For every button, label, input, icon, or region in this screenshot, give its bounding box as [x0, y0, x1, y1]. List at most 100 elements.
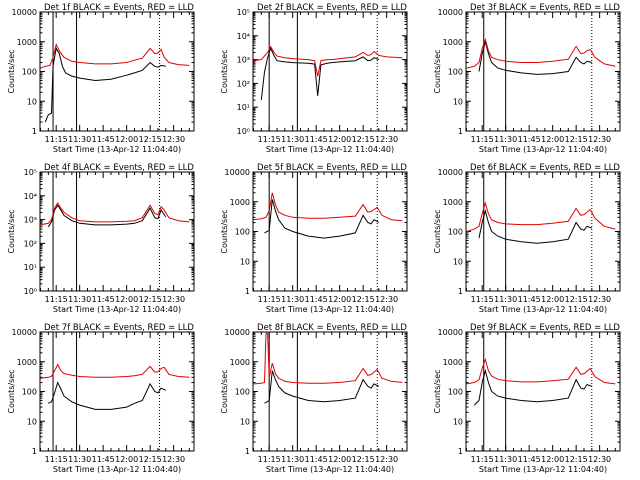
series-events-line: [264, 199, 380, 239]
x-tick-label: 12:30: [375, 295, 398, 304]
y-tick-label: 10⁴: [24, 192, 37, 201]
y-tick-label: 10³: [24, 216, 37, 225]
x-tick-label: 12:00: [328, 295, 351, 304]
x-tick-label: 11:45: [305, 455, 328, 464]
x-tick-label: 12:00: [541, 455, 564, 464]
panel-4: Det 4f BLACK = Events, RED = LLD 10⁰ 10¹ 10…: [7, 163, 195, 314]
x-tick-label: 12:30: [162, 135, 185, 144]
x-tick-label: 12:15: [352, 455, 375, 464]
x-axis-label: Start Time (13-Apr-12 11:04:40): [266, 305, 394, 314]
x-tick-label: 12:30: [375, 135, 398, 144]
x-tick-label: 12:00: [115, 135, 138, 144]
series-lld-line: [253, 332, 403, 385]
y-axis-label: Counts/sec: [433, 369, 442, 413]
y-tick-label: 100: [22, 68, 37, 77]
plot-frame: [465, 11, 621, 132]
x-tick-label: 12:15: [565, 135, 588, 144]
y-tick-label: 10: [27, 417, 37, 426]
y-tick-label: 10¹: [237, 103, 250, 112]
y-tick-label: 10000: [438, 328, 463, 337]
y-tick-label: 1000: [230, 358, 250, 367]
y-tick-label: 100: [22, 388, 37, 397]
x-tick-label: 12:15: [139, 455, 162, 464]
x-tick-label: 11:45: [518, 455, 541, 464]
y-tick-label: 10: [453, 97, 463, 106]
x-tick-label: 12:00: [115, 295, 138, 304]
plot-frame: [252, 171, 408, 292]
x-tick-label: 11:45: [305, 135, 328, 144]
panel-9: Det 9f BLACK = Events, RED = LLD 1 10 100 10…: [433, 323, 621, 474]
series-lld-line: [466, 37, 616, 69]
y-tick-label: 1000: [443, 198, 463, 207]
y-tick-label: 10¹: [24, 263, 37, 272]
x-tick-label: 11:30: [281, 135, 304, 144]
series-events-line: [264, 370, 380, 404]
panel-1: Det 1f BLACK = Events, RED = LLD 1 10 100 10…: [7, 3, 195, 154]
x-tick-label: 11:30: [494, 455, 517, 464]
x-tick-label: 11:45: [92, 295, 115, 304]
y-tick-label: 10⁰: [237, 127, 250, 136]
series-lld-line: [253, 45, 403, 77]
panel-title: Det 1f BLACK = Events, RED = LLD: [44, 3, 194, 13]
plot-frame: [465, 171, 621, 292]
panel-5: Det 5f BLACK = Events, RED = LLD 1 10 100 10…: [220, 163, 408, 314]
y-tick-label: 10⁰: [24, 287, 37, 296]
panel-title: Det 3f BLACK = Events, RED = LLD: [470, 3, 620, 13]
x-axis-label: Start Time (13-Apr-12 11:04:40): [266, 465, 394, 474]
x-tick-label: 11:15: [258, 135, 281, 144]
x-tick-label: 12:00: [541, 295, 564, 304]
x-tick-label: 11:15: [45, 135, 68, 144]
y-tick-label: 10: [453, 257, 463, 266]
y-tick-label: 10: [27, 97, 37, 106]
x-tick-label: 11:15: [45, 295, 68, 304]
y-axis-label: Counts/sec: [7, 49, 16, 93]
x-tick-label: 11:45: [518, 135, 541, 144]
panel-title: Det 9f BLACK = Events, RED = LLD: [470, 323, 620, 333]
y-tick-label: 1: [458, 287, 463, 296]
series-events-line: [260, 46, 379, 101]
x-tick-label: 12:00: [328, 135, 351, 144]
x-tick-label: 12:15: [565, 295, 588, 304]
x-tick-label: 11:15: [471, 135, 494, 144]
x-tick-label: 12:30: [588, 455, 611, 464]
x-tick-label: 11:30: [494, 295, 517, 304]
y-axis-label: Counts/sec: [220, 369, 229, 413]
x-tick-label: 12:00: [541, 135, 564, 144]
x-tick-label: 12:15: [352, 135, 375, 144]
panel-2: Det 2f BLACK = Events, RED = LLD 10⁰ 10¹ 10…: [220, 3, 408, 154]
x-tick-label: 12:00: [328, 455, 351, 464]
y-tick-label: 1: [458, 127, 463, 136]
plot-frame: [465, 331, 621, 452]
plot-frame: [252, 11, 408, 132]
x-tick-label: 11:15: [258, 295, 281, 304]
y-tick-label: 10: [453, 417, 463, 426]
series-events-line: [47, 204, 167, 228]
x-tick-label: 11:45: [305, 295, 328, 304]
y-tick-label: 10⁴: [237, 32, 250, 41]
y-tick-label: 10000: [12, 8, 37, 17]
x-tick-label: 12:15: [352, 295, 375, 304]
y-tick-label: 100: [235, 388, 250, 397]
y-axis-label: Counts/sec: [7, 369, 16, 413]
y-tick-label: 1: [32, 447, 37, 456]
plot-frame: [39, 11, 195, 132]
y-tick-label: 10⁵: [237, 8, 250, 17]
series-lld-line: [466, 201, 616, 232]
x-tick-label: 11:15: [471, 295, 494, 304]
panel-6: Det 6f BLACK = Events, RED = LLD 1 10 100 10…: [433, 163, 621, 314]
x-tick-label: 11:15: [258, 455, 281, 464]
y-tick-label: 100: [235, 228, 250, 237]
panel-8: Det 8f BLACK = Events, RED = LLD 1 10 100 10…: [220, 323, 408, 474]
y-tick-label: 10²: [24, 239, 37, 248]
y-tick-label: 1000: [443, 358, 463, 367]
x-tick-label: 11:30: [281, 455, 304, 464]
y-axis-label: Counts/sec: [433, 49, 442, 93]
series-lld-line: [40, 43, 190, 69]
y-tick-label: 100: [448, 68, 463, 77]
x-tick-label: 11:15: [471, 455, 494, 464]
x-axis-label: Start Time (13-Apr-12 11:04:40): [53, 305, 181, 314]
x-tick-label: 11:30: [494, 135, 517, 144]
series-lld-line: [40, 363, 190, 379]
x-tick-label: 12:00: [115, 455, 138, 464]
